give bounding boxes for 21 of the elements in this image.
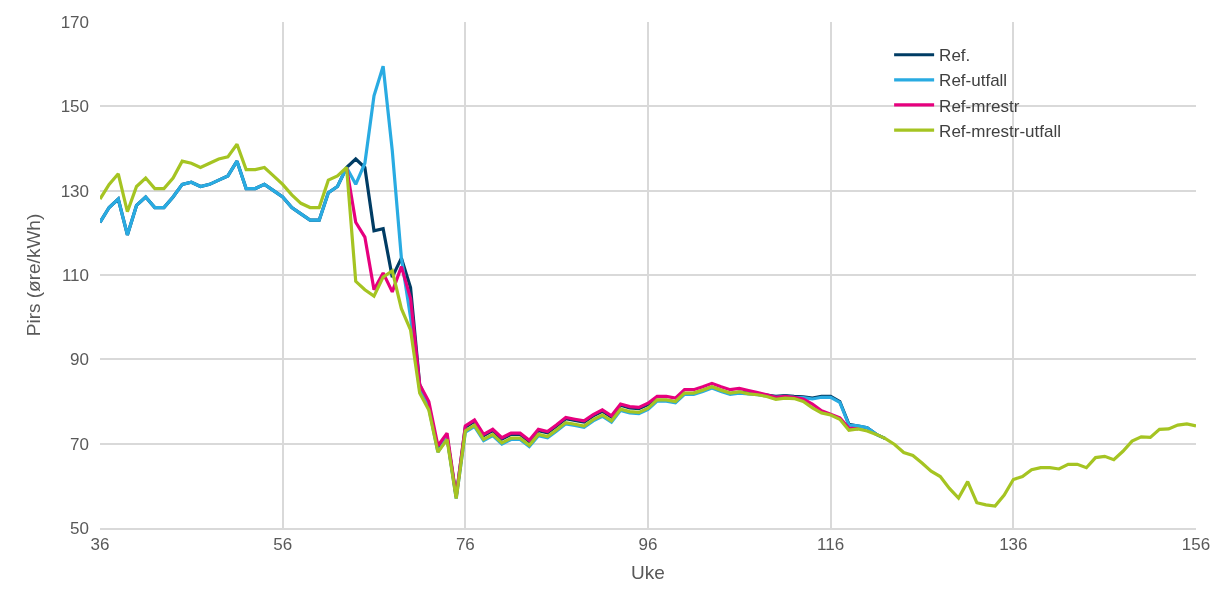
- x-tick-label: 56: [273, 535, 293, 555]
- legend-label: Ref-mrestr: [939, 96, 1020, 116]
- x-tick-label: 76: [455, 535, 475, 555]
- y-tick-label: 130: [60, 181, 89, 201]
- y-tick-label: 50: [70, 518, 89, 538]
- x-tick-label: 136: [999, 535, 1028, 555]
- x-tick-label: 156: [1181, 535, 1211, 555]
- y-axis-title: Pirs (øre/kWh): [23, 213, 45, 337]
- y-tick-label: 150: [60, 97, 89, 117]
- legend-label: Ref.: [939, 46, 971, 66]
- y-tick-label: 90: [70, 350, 89, 370]
- legend-label: Ref-utfall: [939, 71, 1008, 91]
- y-tick-label: 110: [61, 265, 89, 285]
- x-tick-label: 96: [638, 535, 658, 555]
- y-tick-label: 70: [70, 434, 89, 454]
- x-tick-label: 36: [90, 535, 110, 555]
- line-series: [100, 142, 1196, 508]
- x-tick-label: 116: [817, 535, 845, 555]
- legend-label: Ref-mrestr-utfall: [939, 121, 1061, 141]
- x-axis-title: Uke: [631, 561, 665, 583]
- y-tick-label: 170: [60, 12, 89, 32]
